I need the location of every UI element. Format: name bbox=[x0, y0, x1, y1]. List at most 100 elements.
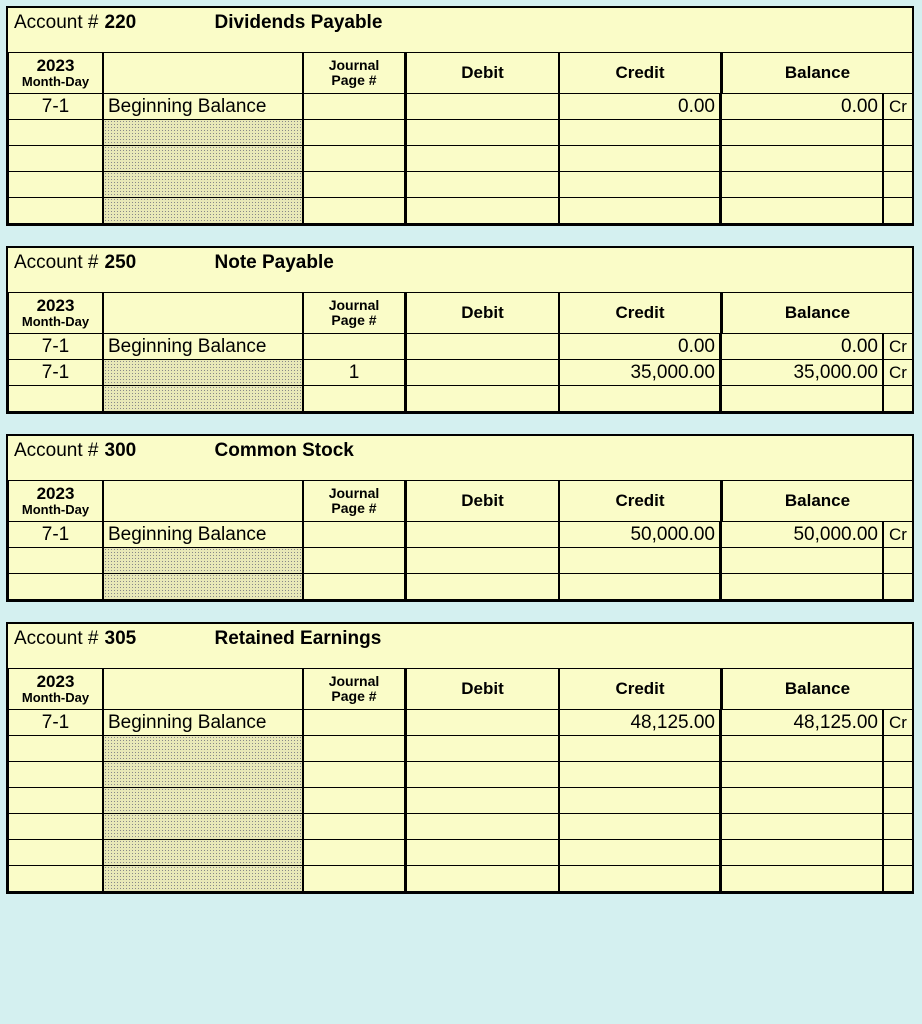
credit-cell: 50,000.00 bbox=[559, 522, 721, 548]
debit-cell bbox=[405, 814, 559, 840]
description-cell bbox=[103, 172, 303, 198]
date-cell bbox=[8, 814, 103, 840]
journal-page-cell bbox=[303, 788, 405, 814]
journal-label: Journal bbox=[329, 58, 380, 73]
crdr-cell: Cr bbox=[883, 94, 913, 120]
account-name: Dividends Payable bbox=[215, 12, 383, 34]
balance-cell bbox=[721, 172, 883, 198]
credit-cell bbox=[559, 548, 721, 574]
credit-cell bbox=[559, 814, 721, 840]
date-cell: 7-1 bbox=[8, 522, 103, 548]
date-cell bbox=[8, 840, 103, 866]
account-header: Account # 220 Dividends Payable bbox=[8, 8, 912, 52]
col-header-desc bbox=[103, 52, 303, 94]
crdr-cell bbox=[883, 574, 913, 600]
crdr-cell: Cr bbox=[883, 710, 913, 736]
credit-cell bbox=[559, 120, 721, 146]
debit-cell bbox=[405, 146, 559, 172]
col-header-date: 2023Month-Day bbox=[8, 668, 103, 710]
col-header-desc bbox=[103, 480, 303, 522]
year-label: 2023 bbox=[37, 673, 75, 692]
col-header-journal: JournalPage # bbox=[303, 292, 405, 334]
debit-cell bbox=[405, 548, 559, 574]
col-header-date: 2023Month-Day bbox=[8, 480, 103, 522]
journal-page-cell bbox=[303, 120, 405, 146]
balance-cell: 50,000.00 bbox=[721, 522, 883, 548]
balance-cell bbox=[721, 574, 883, 600]
date-cell: 7-1 bbox=[8, 710, 103, 736]
debit-cell bbox=[405, 334, 559, 360]
month-day-label: Month-Day bbox=[22, 315, 89, 329]
journal-page-cell bbox=[303, 146, 405, 172]
journal-page-cell bbox=[303, 198, 405, 224]
ledger-grid: 2023Month-DayJournalPage #DebitCreditBal… bbox=[8, 292, 912, 412]
credit-cell bbox=[559, 386, 721, 412]
description-cell bbox=[103, 198, 303, 224]
description-cell bbox=[103, 120, 303, 146]
description-cell bbox=[103, 762, 303, 788]
col-header-journal: JournalPage # bbox=[303, 52, 405, 94]
credit-cell: 48,125.00 bbox=[559, 710, 721, 736]
credit-cell: 0.00 bbox=[559, 334, 721, 360]
col-header-balance: Balance bbox=[721, 52, 913, 94]
description-cell: Beginning Balance bbox=[103, 334, 303, 360]
ledger-account: Account #250Note Payable2023Month-DayJou… bbox=[6, 246, 914, 414]
col-header-debit: Debit bbox=[405, 668, 559, 710]
col-header-debit: Debit bbox=[405, 480, 559, 522]
debit-cell bbox=[405, 762, 559, 788]
crdr-cell bbox=[883, 762, 913, 788]
crdr-cell bbox=[883, 386, 913, 412]
month-day-label: Month-Day bbox=[22, 503, 89, 517]
journal-page-cell bbox=[303, 334, 405, 360]
account-prefix-label: Account # bbox=[14, 440, 99, 462]
col-header-debit: Debit bbox=[405, 292, 559, 334]
credit-cell bbox=[559, 788, 721, 814]
page-label: Page # bbox=[331, 689, 376, 704]
journal-label: Journal bbox=[329, 486, 380, 501]
description-cell bbox=[103, 548, 303, 574]
year-label: 2023 bbox=[37, 485, 75, 504]
month-day-label: Month-Day bbox=[22, 691, 89, 705]
account-header: Account #300Common Stock bbox=[8, 436, 912, 480]
account-prefix-label: Account # bbox=[14, 12, 99, 34]
description-cell bbox=[103, 146, 303, 172]
debit-cell bbox=[405, 736, 559, 762]
credit-cell bbox=[559, 736, 721, 762]
date-cell: 7-1 bbox=[8, 334, 103, 360]
col-header-date: 2023Month-Day bbox=[8, 52, 103, 94]
ledger-grid: 2023Month-DayJournalPage #DebitCreditBal… bbox=[8, 480, 912, 600]
description-cell bbox=[103, 866, 303, 892]
date-cell bbox=[8, 172, 103, 198]
account-number: 250 bbox=[105, 252, 165, 274]
balance-cell: 0.00 bbox=[721, 94, 883, 120]
col-header-credit: Credit bbox=[559, 52, 721, 94]
crdr-cell bbox=[883, 788, 913, 814]
account-prefix-label: Account # bbox=[14, 252, 99, 274]
crdr-cell bbox=[883, 736, 913, 762]
col-header-balance: Balance bbox=[721, 480, 913, 522]
description-cell bbox=[103, 814, 303, 840]
balance-cell bbox=[721, 146, 883, 172]
account-header: Account #250Note Payable bbox=[8, 248, 912, 292]
credit-cell bbox=[559, 574, 721, 600]
account-number: 220 bbox=[105, 12, 165, 34]
balance-cell bbox=[721, 814, 883, 840]
journal-label: Journal bbox=[329, 674, 380, 689]
journal-page-cell bbox=[303, 172, 405, 198]
date-cell bbox=[8, 548, 103, 574]
crdr-cell bbox=[883, 120, 913, 146]
col-header-credit: Credit bbox=[559, 292, 721, 334]
date-cell bbox=[8, 386, 103, 412]
crdr-cell bbox=[883, 198, 913, 224]
month-day-label: Month-Day bbox=[22, 75, 89, 89]
debit-cell bbox=[405, 866, 559, 892]
year-label: 2023 bbox=[37, 297, 75, 316]
col-header-credit: Credit bbox=[559, 480, 721, 522]
debit-cell bbox=[405, 198, 559, 224]
balance-cell: 35,000.00 bbox=[721, 360, 883, 386]
date-cell bbox=[8, 574, 103, 600]
credit-cell bbox=[559, 762, 721, 788]
account-name: Common Stock bbox=[215, 440, 354, 462]
debit-cell bbox=[405, 574, 559, 600]
ledger-account: Account #300Common Stock2023Month-DayJou… bbox=[6, 434, 914, 602]
